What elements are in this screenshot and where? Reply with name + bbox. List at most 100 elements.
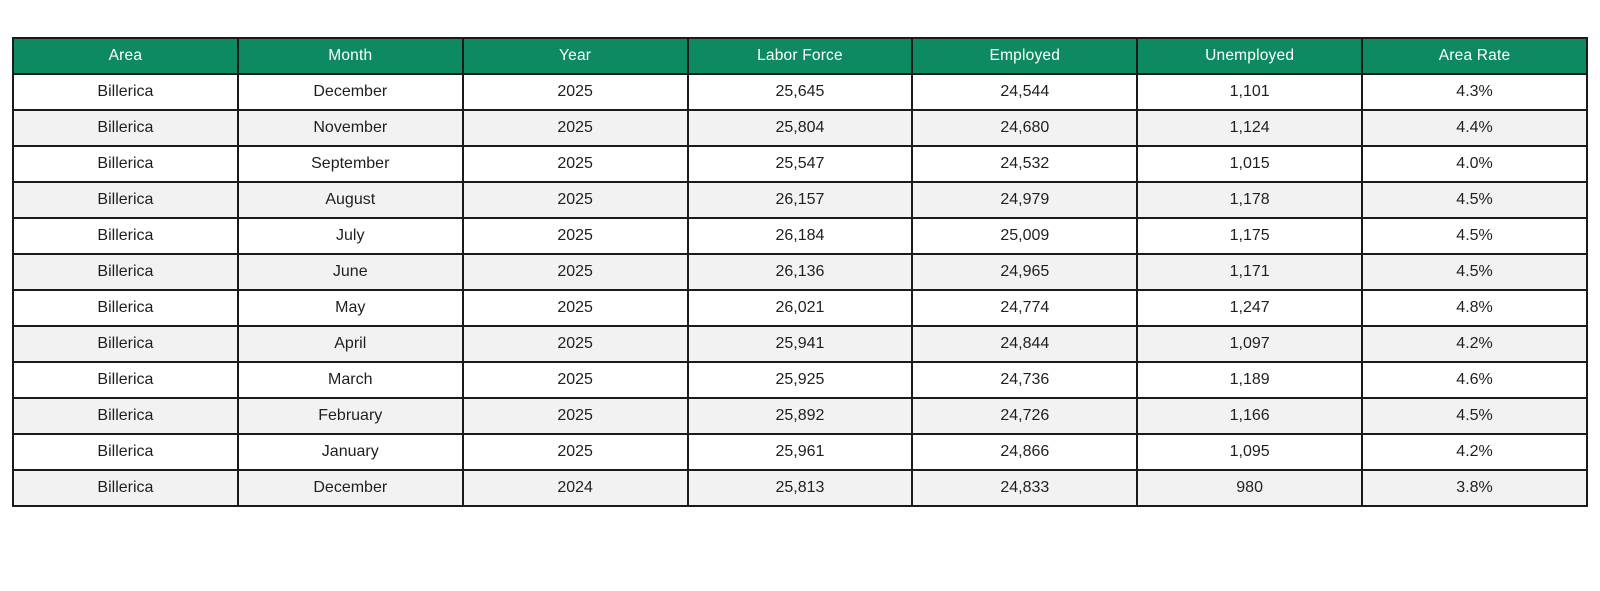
cell-area-rate: 3.8% <box>1361 469 1588 507</box>
cell-unemployed: 1,166 <box>1136 397 1364 435</box>
cell-year: 2025 <box>461 145 689 183</box>
cell-area-rate: 4.5% <box>1361 397 1588 435</box>
cell-year: 2025 <box>461 73 689 111</box>
cell-area: Billerica <box>12 397 239 435</box>
col-month: Month <box>236 37 464 75</box>
cell-month: July <box>236 217 464 255</box>
table-row: Billerica January 2025 25,961 24,866 1,095 4.2… <box>12 433 1588 471</box>
col-labor-force: Labor Force <box>686 37 914 75</box>
cell-unemployed: 1,247 <box>1136 289 1364 327</box>
cell-month: May <box>236 289 464 327</box>
cell-labor-force: 26,184 <box>686 217 914 255</box>
cell-unemployed: 1,015 <box>1136 145 1364 183</box>
cell-labor-force: 25,645 <box>686 73 914 111</box>
table-row: Billerica September 2025 25,547 24,532 1,015 4… <box>12 145 1588 183</box>
table-row: Billerica March 2025 25,925 24,736 1,189 4.6% <box>12 361 1588 399</box>
table-row: Billerica May 2025 26,021 24,774 1,247 4.8% <box>12 289 1588 327</box>
cell-month: September <box>236 145 464 183</box>
cell-year: 2025 <box>461 361 689 399</box>
table-row: Billerica April 2025 25,941 24,844 1,097 4.2% <box>12 325 1588 363</box>
cell-month: August <box>236 181 464 219</box>
cell-year: 2025 <box>461 289 689 327</box>
employment-table: Area Month Year Labor Force Employed Une… <box>12 37 1588 507</box>
table-row: Billerica February 2025 25,892 24,726 1,166 4.… <box>12 397 1588 435</box>
cell-year: 2025 <box>461 217 689 255</box>
cell-year: 2025 <box>461 397 689 435</box>
cell-employed: 24,774 <box>911 289 1139 327</box>
employment-table-container: Area Month Year Labor Force Employed Une… <box>12 37 1588 507</box>
cell-area-rate: 4.5% <box>1361 217 1588 255</box>
cell-labor-force: 25,892 <box>686 397 914 435</box>
cell-employed: 24,736 <box>911 361 1139 399</box>
table-row: Billerica November 2025 25,804 24,680 1,124 4.… <box>12 109 1588 147</box>
cell-area-rate: 4.4% <box>1361 109 1588 147</box>
cell-month: January <box>236 433 464 471</box>
cell-area: Billerica <box>12 217 239 255</box>
cell-area: Billerica <box>12 73 239 111</box>
cell-area-rate: 4.5% <box>1361 181 1588 219</box>
cell-month: April <box>236 325 464 363</box>
cell-year: 2025 <box>461 109 689 147</box>
cell-area: Billerica <box>12 289 239 327</box>
cell-month: December <box>236 469 464 507</box>
cell-employed: 24,979 <box>911 181 1139 219</box>
cell-area-rate: 4.5% <box>1361 253 1588 291</box>
cell-labor-force: 25,547 <box>686 145 914 183</box>
cell-area: Billerica <box>12 145 239 183</box>
cell-unemployed: 1,175 <box>1136 217 1364 255</box>
cell-labor-force: 26,157 <box>686 181 914 219</box>
col-year: Year <box>461 37 689 75</box>
table-header: Area Month Year Labor Force Employed Une… <box>12 37 1588 75</box>
cell-labor-force: 25,813 <box>686 469 914 507</box>
table-row: Billerica August 2025 26,157 24,979 1,178 4.5% <box>12 181 1588 219</box>
col-employed: Employed <box>911 37 1139 75</box>
cell-area: Billerica <box>12 469 239 507</box>
table-row: Billerica December 2024 25,813 24,833 980 3.8% <box>12 469 1588 507</box>
cell-employed: 24,965 <box>911 253 1139 291</box>
cell-employed: 24,726 <box>911 397 1139 435</box>
cell-area: Billerica <box>12 325 239 363</box>
cell-employed: 24,844 <box>911 325 1139 363</box>
cell-area-rate: 4.6% <box>1361 361 1588 399</box>
cell-month: November <box>236 109 464 147</box>
cell-employed: 25,009 <box>911 217 1139 255</box>
cell-area-rate: 4.2% <box>1361 325 1588 363</box>
cell-unemployed: 1,171 <box>1136 253 1364 291</box>
cell-employed: 24,532 <box>911 145 1139 183</box>
cell-area-rate: 4.3% <box>1361 73 1588 111</box>
cell-labor-force: 25,804 <box>686 109 914 147</box>
cell-labor-force: 25,941 <box>686 325 914 363</box>
cell-area: Billerica <box>12 253 239 291</box>
col-unemployed: Unemployed <box>1136 37 1364 75</box>
cell-unemployed: 1,124 <box>1136 109 1364 147</box>
cell-unemployed: 980 <box>1136 469 1364 507</box>
cell-unemployed: 1,095 <box>1136 433 1364 471</box>
cell-unemployed: 1,101 <box>1136 73 1364 111</box>
cell-area-rate: 4.2% <box>1361 433 1588 471</box>
col-area: Area <box>12 37 239 75</box>
table-body: Billerica December 2025 25,645 24,544 1,101 4.… <box>12 73 1588 507</box>
table-row: Billerica June 2025 26,136 24,965 1,171 4.5% <box>12 253 1588 291</box>
cell-employed: 24,866 <box>911 433 1139 471</box>
cell-year: 2025 <box>461 181 689 219</box>
table-row: Billerica December 2025 25,645 24,544 1,101 4.… <box>12 73 1588 111</box>
cell-employed: 24,833 <box>911 469 1139 507</box>
table-row: Billerica July 2025 26,184 25,009 1,175 4.5% <box>12 217 1588 255</box>
cell-labor-force: 26,021 <box>686 289 914 327</box>
col-area-rate: Area Rate <box>1361 37 1588 75</box>
header-row: Area Month Year Labor Force Employed Une… <box>12 37 1588 75</box>
cell-unemployed: 1,189 <box>1136 361 1364 399</box>
cell-month: June <box>236 253 464 291</box>
cell-area-rate: 4.8% <box>1361 289 1588 327</box>
cell-employed: 24,680 <box>911 109 1139 147</box>
cell-year: 2025 <box>461 433 689 471</box>
cell-area: Billerica <box>12 433 239 471</box>
cell-labor-force: 26,136 <box>686 253 914 291</box>
cell-year: 2025 <box>461 253 689 291</box>
cell-employed: 24,544 <box>911 73 1139 111</box>
cell-year: 2025 <box>461 325 689 363</box>
cell-area-rate: 4.0% <box>1361 145 1588 183</box>
cell-labor-force: 25,925 <box>686 361 914 399</box>
cell-month: February <box>236 397 464 435</box>
cell-area: Billerica <box>12 109 239 147</box>
